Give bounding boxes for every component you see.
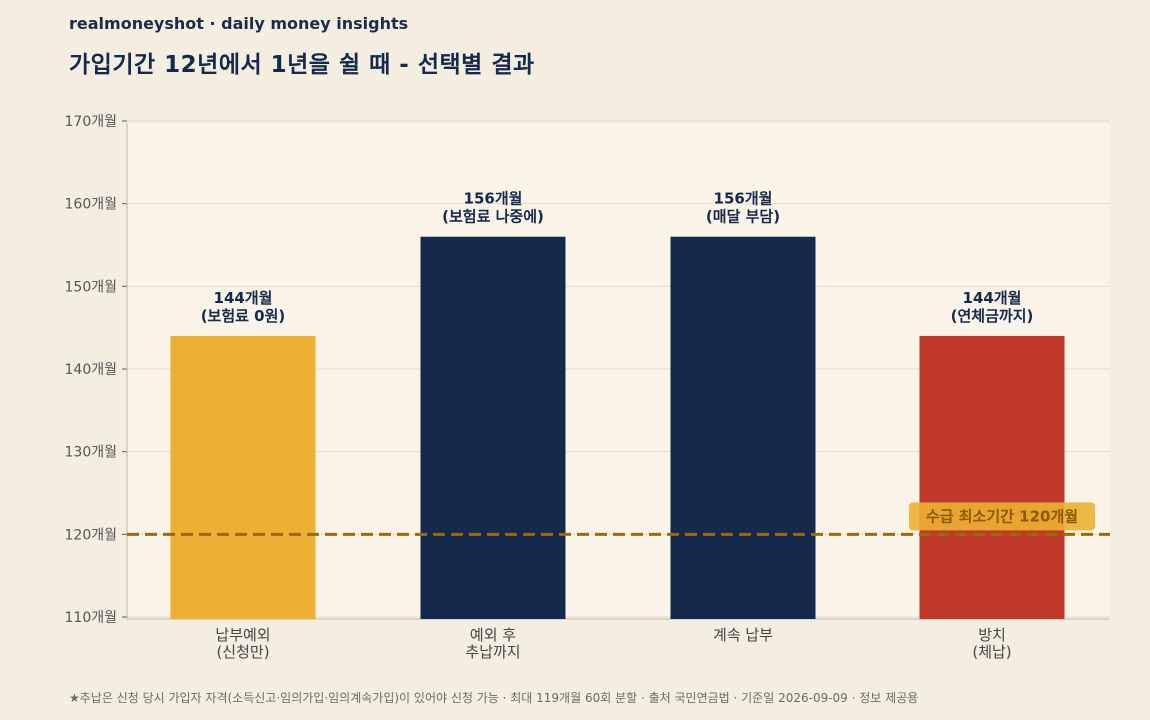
x-tick-label: 추납까지 xyxy=(465,643,520,661)
bar xyxy=(170,335,316,619)
x-tick-label: (신청만) xyxy=(216,643,269,661)
x-tick-label: (체납) xyxy=(972,643,1011,661)
reference-label: 수급 최소기간 120개월 xyxy=(926,507,1078,525)
data-label-value: 144개월 xyxy=(214,289,273,307)
x-tick-label: 방치 xyxy=(978,626,1006,644)
y-tick-label: 160개월 xyxy=(65,197,117,213)
reference-label-box xyxy=(909,502,1095,531)
x-tick-label: 예외 후 xyxy=(470,626,516,644)
data-label-note: (보험료 0원) xyxy=(201,307,286,325)
data-label-value: 156개월 xyxy=(464,190,523,208)
y-tick-label: 150개월 xyxy=(65,279,117,295)
data-label-value: 144개월 xyxy=(963,289,1022,307)
data-label-note: (보험료 나중에) xyxy=(442,208,544,226)
bar xyxy=(670,236,816,619)
data-label-note: (매달 부담) xyxy=(706,208,780,226)
bar xyxy=(420,236,566,619)
y-tick-label: 170개월 xyxy=(65,114,117,130)
brand-line: realmoneyshot · daily money insights xyxy=(69,14,409,33)
footnote: ★추납은 신청 당시 가입자 자격(소득신고·임의가입·임의계속가입)이 있어야… xyxy=(69,691,919,705)
y-tick-label: 140개월 xyxy=(65,362,117,378)
x-tick-label: 납부예외 xyxy=(215,626,270,644)
data-label-note: (연체금까지) xyxy=(951,307,1034,325)
data-label-value: 156개월 xyxy=(714,190,773,208)
y-tick-label: 120개월 xyxy=(65,527,117,543)
chart-title: 가입기간 12년에서 1년을 쉴 때 - 선택별 결과 xyxy=(69,52,535,78)
bar xyxy=(919,335,1065,619)
x-tick-label: 계속 납부 xyxy=(713,626,773,644)
y-tick-label: 110개월 xyxy=(65,610,117,626)
y-tick-label: 130개월 xyxy=(65,445,117,461)
